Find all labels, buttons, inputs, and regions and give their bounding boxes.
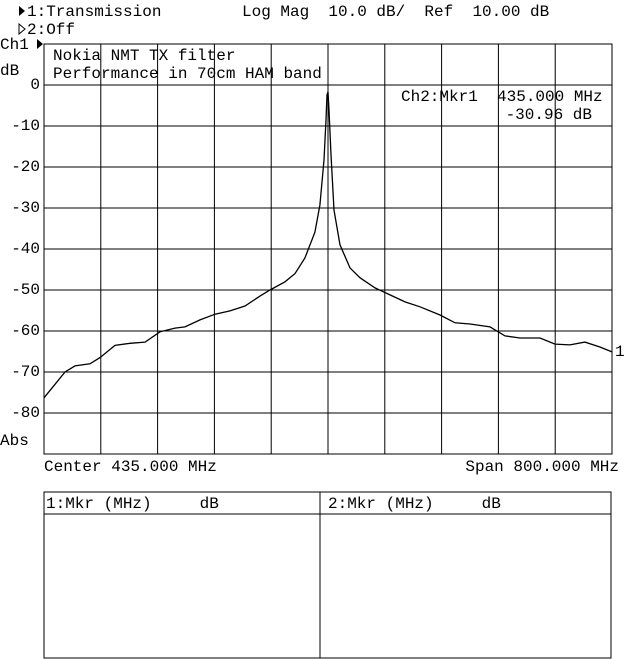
trace-end-label: 1 <box>615 343 625 361</box>
y-axis-unit: dB <box>0 62 19 80</box>
y-tick-label: -30 <box>11 199 40 217</box>
y-axis-mode: Abs <box>0 432 29 450</box>
table-header: 1:Mkr (MHz) dB <box>46 495 219 513</box>
y-tick-label: 0 <box>30 76 40 94</box>
y-tick-label: -20 <box>11 158 40 176</box>
y-tick-label: -40 <box>11 240 40 258</box>
y-tick-label: -10 <box>11 117 40 135</box>
active-channel-marker <box>19 6 25 16</box>
format-label: Log Mag 10.0 dB/ Ref 10.00 dB <box>242 3 549 21</box>
y-tick-label: -80 <box>11 404 40 422</box>
marker-readout: -30.96 dB <box>506 106 592 124</box>
annotation: Performance in 70cm HAM band <box>53 65 322 83</box>
center-label: Center 435.000 MHz <box>44 458 217 476</box>
table-header: 2:Mkr (MHz) dB <box>328 495 501 513</box>
y-tick-label: -50 <box>11 281 40 299</box>
annotation: Nokia NMT TX filter <box>53 47 235 65</box>
channel1-label: 1:Transmission <box>27 3 161 21</box>
trace <box>43 91 613 399</box>
reference-marker <box>37 39 43 49</box>
channel2-marker <box>18 22 26 36</box>
marker-table <box>43 491 612 659</box>
channel2-label: 2:Off <box>27 21 75 39</box>
grid <box>43 44 613 454</box>
y-tick-label: -60 <box>11 322 40 340</box>
marker-readout: Ch2:Mkr1 435.000 MHz <box>401 88 603 106</box>
span-label: Span 800.000 MHz <box>465 458 619 476</box>
y-axis-label: Ch1 <box>0 36 29 54</box>
y-tick-label: -70 <box>11 363 40 381</box>
